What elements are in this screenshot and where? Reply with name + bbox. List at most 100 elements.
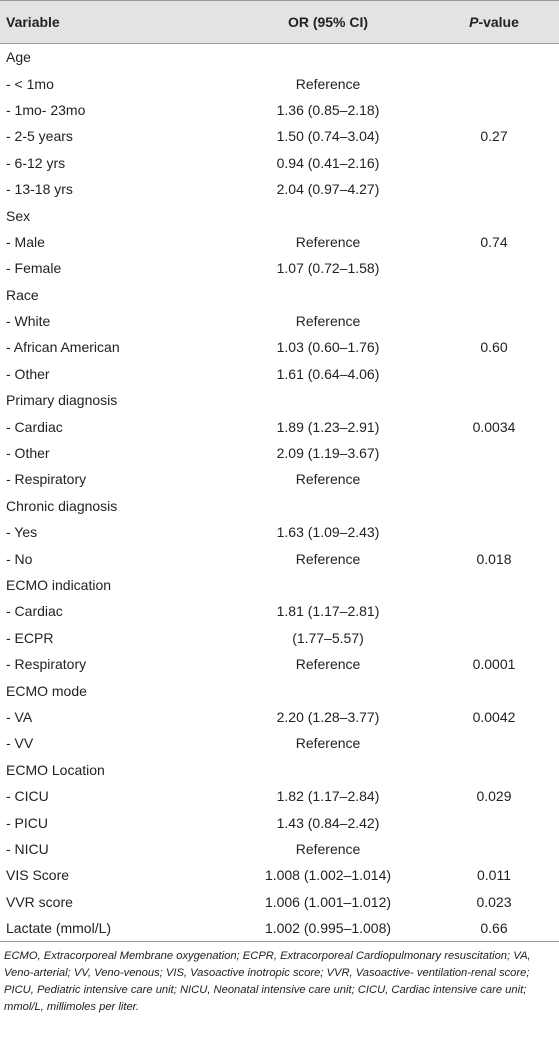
- table-cell: Race: [6, 286, 39, 303]
- table-cell: 0.0042: [472, 708, 516, 725]
- table-cell: 2.09 (1.19–3.67): [276, 445, 380, 462]
- table-cell: [429, 572, 559, 598]
- table-row: ECMO indication: [0, 572, 559, 598]
- table-cell: 2.20 (1.28–3.77): [276, 708, 380, 725]
- table-row: - VA 2.20 (1.28–3.77) 0.0042: [0, 704, 559, 730]
- table-row: - ECPR (1.77–5.57): [0, 625, 559, 651]
- table-cell: [227, 572, 429, 598]
- table-cell: - No: [6, 550, 33, 567]
- table-row: Sex: [0, 202, 559, 228]
- table-cell: - CICU: [6, 788, 49, 805]
- table-cell: ECMO mode: [6, 682, 87, 699]
- table-row: - 13-18 yrs 2.04 (0.97–4.27): [0, 176, 559, 202]
- table-row: - Female 1.07 (0.72–1.58): [0, 255, 559, 281]
- table-row: Race: [0, 282, 559, 308]
- table-cell: 0.011: [477, 867, 511, 884]
- table-cell: [227, 202, 429, 228]
- header-cell: P-value: [429, 0, 559, 44]
- table-row: - Male Reference 0.74: [0, 229, 559, 255]
- table-cell: Reference: [295, 840, 361, 857]
- table-row: VIS Score 1.008 (1.002–1.014) 0.011: [0, 862, 559, 888]
- table-row: Primary diagnosis: [0, 387, 559, 413]
- table-cell: [429, 308, 559, 334]
- table-cell: [227, 757, 429, 783]
- table-cell: 1.008 (1.002–1.014): [264, 867, 392, 884]
- header-cell: Variable: [0, 0, 227, 44]
- table-cell: [429, 255, 559, 281]
- table-cell: [429, 836, 559, 862]
- table-cell: [429, 70, 559, 96]
- table-cell: 0.0001: [472, 656, 516, 673]
- table-body: Age - < 1mo Reference - 1mo- 23mo 1.36 (0.85…: [0, 44, 559, 943]
- table-cell: ECMO indication: [6, 577, 112, 593]
- table-cell: 1.81 (1.17–2.81): [276, 603, 380, 620]
- table-cell: - Other: [6, 365, 50, 382]
- table-cell: - ECPR: [6, 629, 54, 646]
- table-row: VVR score 1.006 (1.001–1.012) 0.023: [0, 889, 559, 915]
- table-cell: [429, 97, 559, 123]
- table-cell: Reference: [295, 550, 361, 567]
- table-row: - PICU 1.43 (0.84–2.42): [0, 809, 559, 835]
- table-cell: Reference: [295, 471, 361, 488]
- table-cell: 1.006 (1.001–1.012): [264, 893, 392, 910]
- table-cell: 1.63 (1.09–2.43): [276, 524, 380, 541]
- table-cell: VVR score: [6, 893, 73, 910]
- table-cell: - Other: [6, 445, 50, 462]
- table-cell: - Yes: [6, 524, 38, 541]
- table-cell: - 13-18 yrs: [6, 181, 73, 198]
- table-cell: - VV: [6, 735, 34, 752]
- table-cell: [429, 598, 559, 624]
- table-row: ECMO Location: [0, 757, 559, 783]
- table-cell: [429, 493, 559, 519]
- table-cell: [227, 44, 429, 71]
- table-cell: [227, 677, 429, 703]
- table-row: - African American 1.03 (0.60–1.76) 0.60: [0, 334, 559, 360]
- table-cell: 1.36 (0.85–2.18): [276, 101, 380, 118]
- table-row: - CICU 1.82 (1.17–2.84) 0.029: [0, 783, 559, 809]
- table-cell: 0.74: [480, 233, 508, 250]
- table-cell: [429, 202, 559, 228]
- table-cell: - 1mo- 23mo: [6, 101, 86, 118]
- table-row: ECMO mode: [0, 677, 559, 703]
- table-cell: 1.61 (0.64–4.06): [276, 365, 380, 382]
- footnote: ECMO, Extracorporeal Membrane oxygenatio…: [4, 950, 531, 1014]
- table-row: - No Reference 0.018: [0, 545, 559, 571]
- table-cell: 0.029: [476, 788, 512, 805]
- table-cell: 0.27: [480, 128, 508, 145]
- table-cell: VIS Score: [6, 867, 70, 884]
- table-cell: 1.50 (0.74–3.04): [276, 128, 380, 145]
- table-cell: - African American: [6, 339, 120, 356]
- table-cell: 1.07 (0.72–1.58): [276, 260, 380, 277]
- table-cell: [429, 757, 559, 783]
- header-text: P: [469, 14, 479, 30]
- table-cell: 1.89 (1.23–2.91): [276, 418, 380, 435]
- table-cell: - 6-12 yrs: [6, 154, 66, 171]
- table-row: - Respiratory Reference 0.0001: [0, 651, 559, 677]
- table-cell: [227, 493, 429, 519]
- table-row: - < 1mo Reference: [0, 70, 559, 96]
- table-cell: Reference: [295, 233, 361, 250]
- table-cell: Reference: [295, 313, 361, 330]
- table-cell: [429, 361, 559, 387]
- table-cell: [227, 282, 429, 308]
- table-cell: 1.82 (1.17–2.84): [276, 788, 380, 805]
- table-cell: Chronic diagnosis: [6, 497, 118, 514]
- table-cell: - PICU: [6, 814, 48, 831]
- table-cell: [429, 440, 559, 466]
- table-row: Chronic diagnosis: [0, 493, 559, 519]
- table-cell: [429, 150, 559, 176]
- table-cell: 1.43 (0.84–2.42): [276, 814, 380, 831]
- table-cell: - Cardiac: [6, 418, 63, 435]
- table-row: - Cardiac 1.89 (1.23–2.91) 0.0034: [0, 413, 559, 439]
- table-cell: Age: [6, 49, 31, 66]
- table-row: - Respiratory Reference: [0, 466, 559, 492]
- table-cell: - Respiratory: [6, 656, 87, 673]
- table-row: - Other 1.61 (0.64–4.06): [0, 361, 559, 387]
- table-cell: 1.03 (0.60–1.76): [276, 339, 380, 356]
- table-cell: 1.002 (0.995–1.008): [227, 914, 429, 943]
- table-cell: (1.77–5.57): [292, 629, 364, 646]
- table-cell: - Respiratory: [6, 471, 87, 488]
- table-cell: - < 1mo: [6, 75, 54, 92]
- table-cell: [429, 519, 559, 545]
- table-row: - Cardiac 1.81 (1.17–2.81): [0, 598, 559, 624]
